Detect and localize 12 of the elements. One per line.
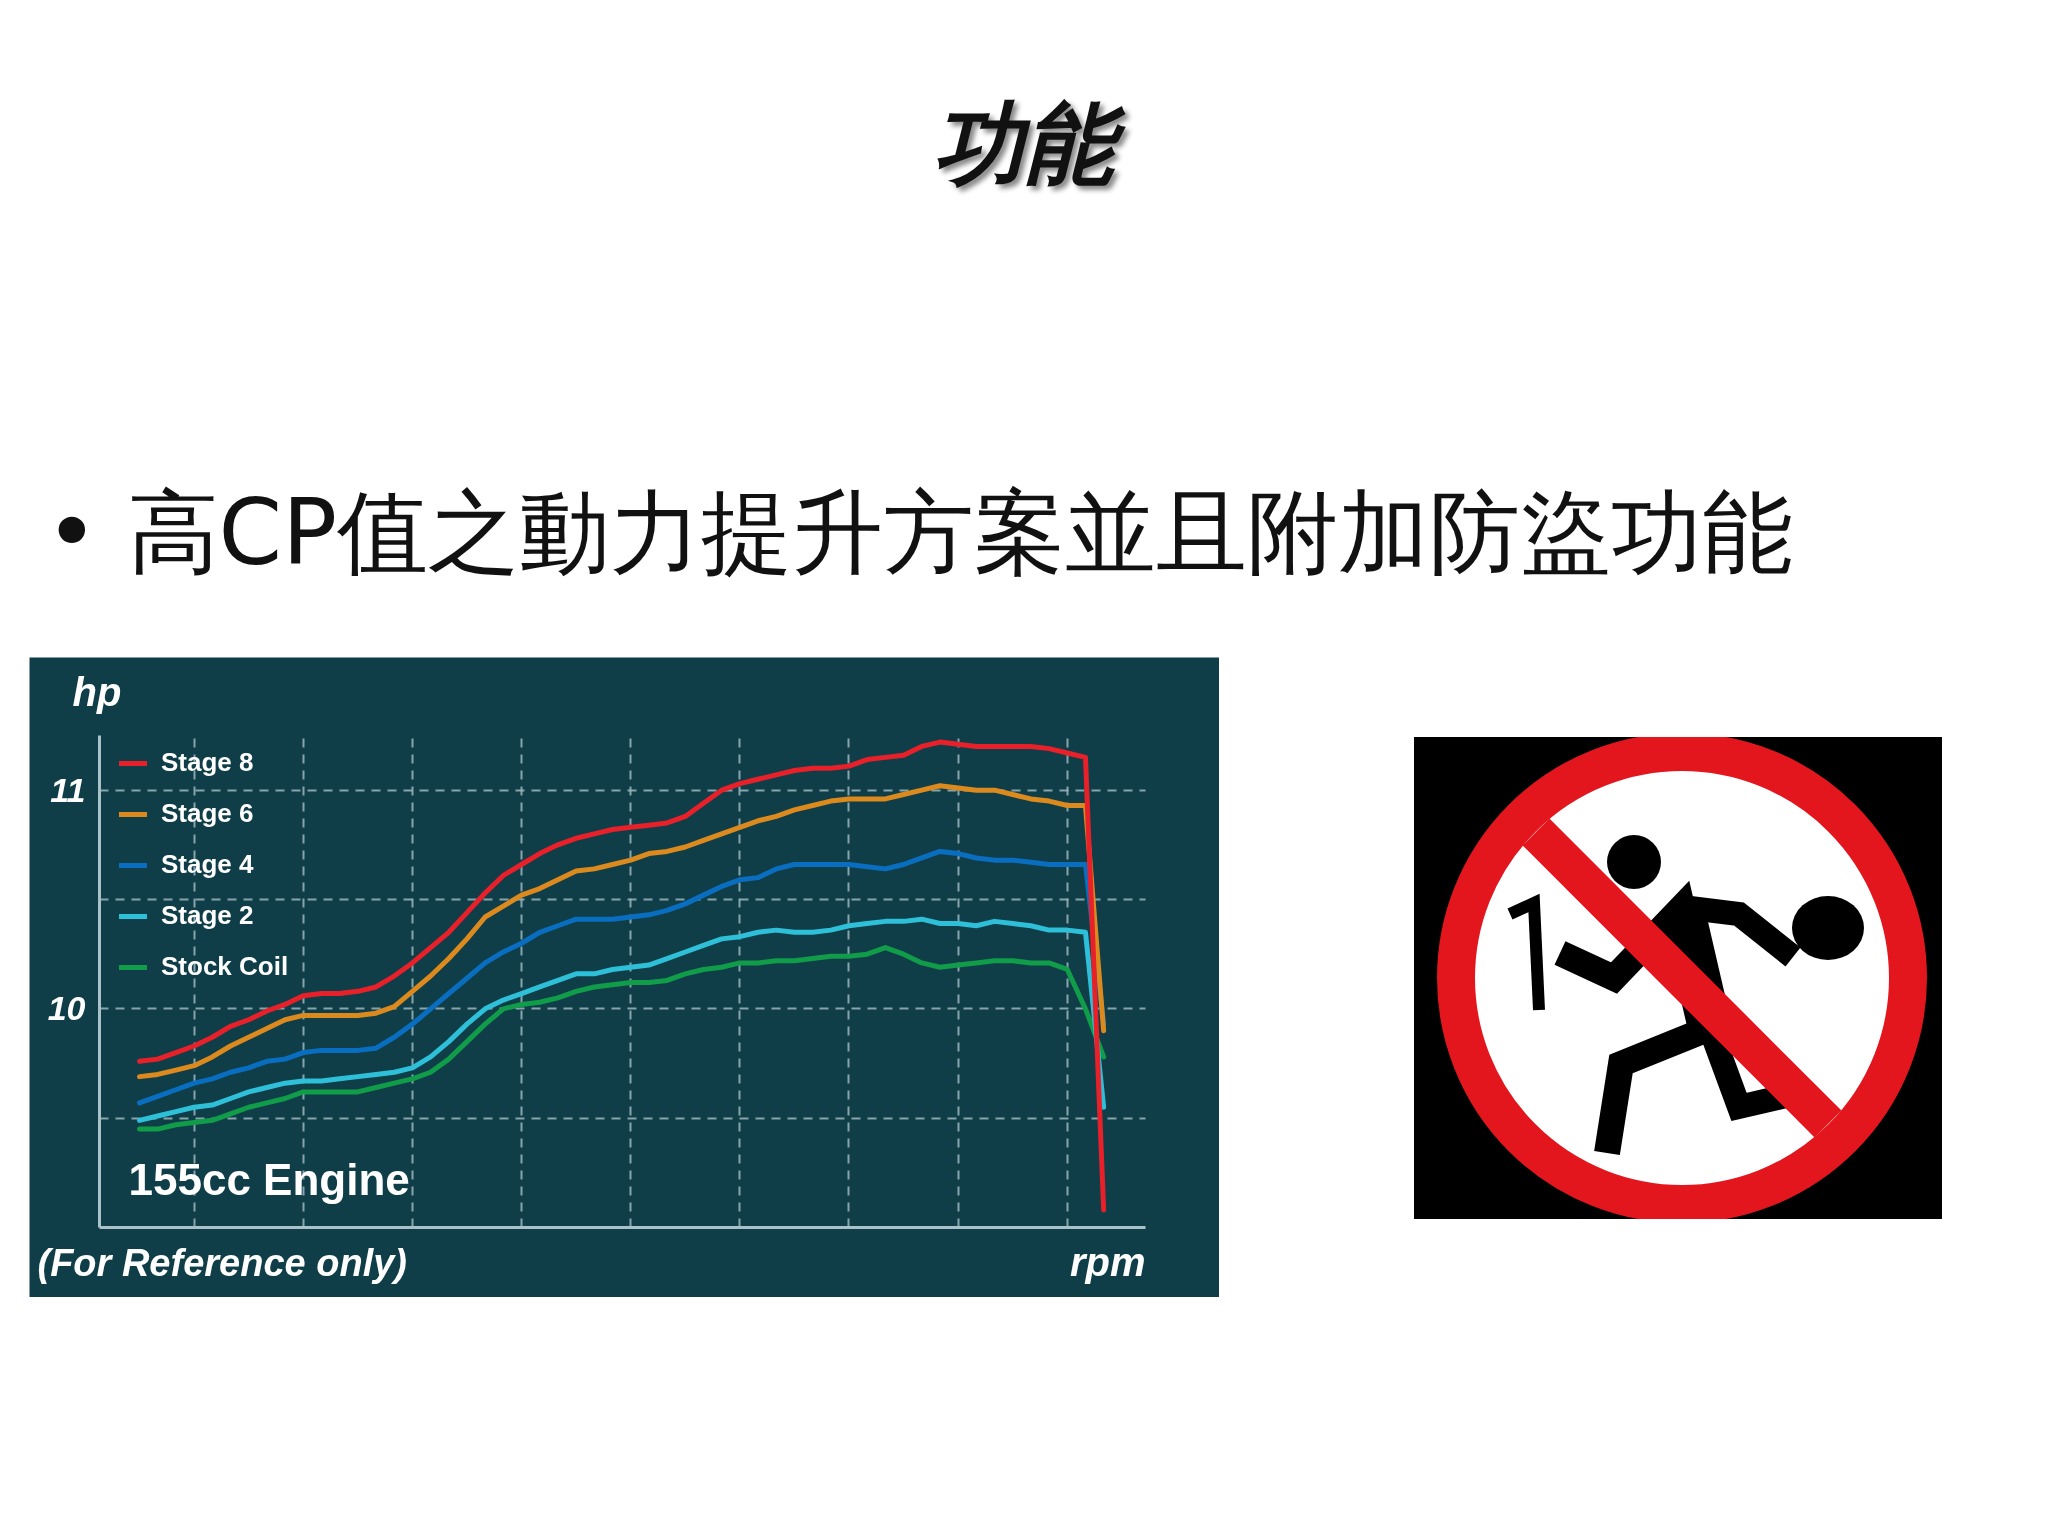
chart-subtitle: • 高CP值之動力提升方案並且附加防盜功能	[45, 479, 1794, 587]
y-axis-title: hp	[72, 669, 122, 714]
y-tick-label: 10	[47, 989, 86, 1028]
legend-label: Stock Coil	[161, 951, 289, 982]
legend-label: Stage 2	[161, 900, 254, 931]
text: (For Reference only)	[37, 1241, 408, 1284]
legend-label: Stage 4	[161, 849, 254, 880]
annotation: 155cc Engine	[128, 1154, 410, 1204]
y-tick-label: 11	[50, 770, 86, 809]
legend-label: Stage 8	[161, 747, 254, 778]
x-axis-title: rpm	[1069, 1239, 1146, 1284]
legend-label: Stage 6	[161, 798, 254, 829]
